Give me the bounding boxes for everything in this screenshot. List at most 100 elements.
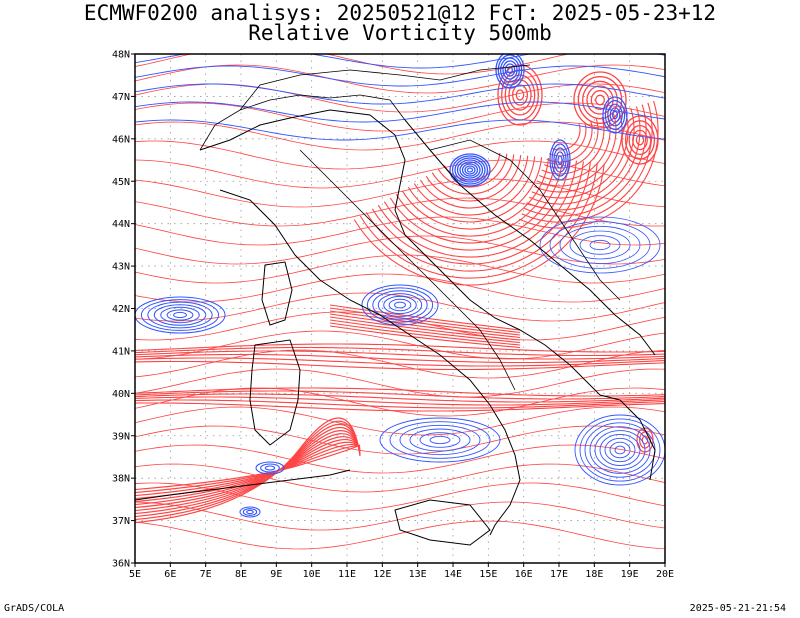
contour-line <box>632 129 648 151</box>
contour-line <box>502 60 518 80</box>
lat-tick-label: 45N <box>112 177 130 188</box>
lat-tick-label: 42N <box>112 304 130 315</box>
lon-tick-label: 12E <box>373 569 391 580</box>
contour-line <box>628 124 652 156</box>
contour-line <box>407 157 543 223</box>
contour-line <box>604 437 636 463</box>
contour-line <box>523 104 647 217</box>
contour-line <box>589 239 611 251</box>
lat-tick-label: 36N <box>112 559 130 570</box>
contour-line <box>614 445 626 455</box>
lat-tick-label: 37N <box>112 516 130 527</box>
contour-line <box>239 506 261 518</box>
generation-timestamp: 2025-05-21-21:54 <box>689 603 786 614</box>
contour-line <box>140 299 220 331</box>
lat-tick-label: 40N <box>112 389 130 400</box>
contour-line <box>135 520 665 550</box>
contour-line <box>582 80 618 120</box>
contour-line <box>135 463 665 493</box>
map-title: ECMWF0200 analisys: 20250521@12 FcT: 202… <box>83 1 717 25</box>
contour-line <box>504 74 536 116</box>
contour-line <box>419 155 529 209</box>
contour-line <box>521 102 653 223</box>
contour-line <box>573 71 627 129</box>
contour-line <box>431 154 515 195</box>
contour-line <box>401 157 550 230</box>
italy-west-coast <box>219 189 521 536</box>
contour-line <box>611 110 618 120</box>
contour-line <box>135 402 665 412</box>
contour-line <box>399 424 481 456</box>
contour-line <box>497 54 523 86</box>
africa-coast <box>135 469 351 501</box>
contour-line <box>419 432 461 448</box>
contour-line <box>260 463 280 473</box>
contour-line <box>512 84 528 106</box>
lat-tick-label: 46N <box>112 134 130 145</box>
contour-line <box>528 107 635 205</box>
contour-line <box>551 143 569 177</box>
lat-tick-label: 48N <box>112 50 130 61</box>
contour-line <box>495 54 525 89</box>
contour-line <box>504 63 516 77</box>
contour-line <box>531 109 629 199</box>
lon-tick-label: 13E <box>409 569 427 580</box>
contour-line <box>135 54 665 69</box>
contour-line <box>604 99 626 130</box>
italy-peninsula-coast <box>199 109 601 396</box>
contour-line <box>135 436 361 506</box>
contour-line <box>135 273 665 303</box>
contour-line <box>135 417 361 524</box>
contour-line <box>569 230 631 260</box>
contour-line <box>135 406 665 436</box>
coastlines <box>135 109 656 546</box>
contour-line <box>246 509 254 515</box>
contour-line <box>371 161 584 265</box>
contour-line <box>166 309 194 321</box>
contour-line <box>135 433 361 509</box>
contour-line <box>461 163 479 177</box>
lon-tick-label: 20E <box>656 569 674 580</box>
contour-line <box>329 319 521 344</box>
contour-line <box>135 346 665 357</box>
contour-line <box>609 107 621 123</box>
lat-tick-label: 47N <box>112 92 130 103</box>
contour-line <box>329 316 521 341</box>
contour-line <box>366 287 434 323</box>
contour-field <box>135 54 665 563</box>
contour-line <box>451 155 489 185</box>
contour-line <box>264 465 276 471</box>
contour-line <box>255 461 285 475</box>
contour-line <box>549 139 571 181</box>
negative-vorticity-contours <box>135 54 665 518</box>
contour-line <box>147 301 213 329</box>
contour-line <box>135 390 665 400</box>
contour-line <box>135 343 665 353</box>
lon-tick-label: 9E <box>270 569 282 580</box>
contour-line <box>329 322 521 346</box>
contour-line <box>135 420 361 521</box>
lon-tick-label: 7E <box>200 569 212 580</box>
lon-tick-label: 8E <box>235 569 247 580</box>
contour-line <box>536 113 617 187</box>
lat-tick-label: 39N <box>112 431 130 442</box>
contour-line <box>515 89 525 101</box>
lat-tick-label: 44N <box>112 219 130 230</box>
contour-line <box>508 79 532 111</box>
contour-line <box>135 427 361 515</box>
contour-line <box>559 225 641 265</box>
contour-line <box>135 357 665 367</box>
contour-line <box>242 508 258 516</box>
contour-line <box>557 155 563 165</box>
contour-line <box>135 360 665 371</box>
lon-tick-label: 14E <box>444 569 462 580</box>
contour-line <box>383 295 417 315</box>
contour-line <box>574 414 665 486</box>
contour-line <box>621 115 659 165</box>
contour-line <box>595 94 605 106</box>
lon-tick-label: 15E <box>479 569 497 580</box>
contour-line <box>135 393 665 403</box>
contour-line <box>135 387 665 397</box>
contour-line <box>589 426 651 474</box>
